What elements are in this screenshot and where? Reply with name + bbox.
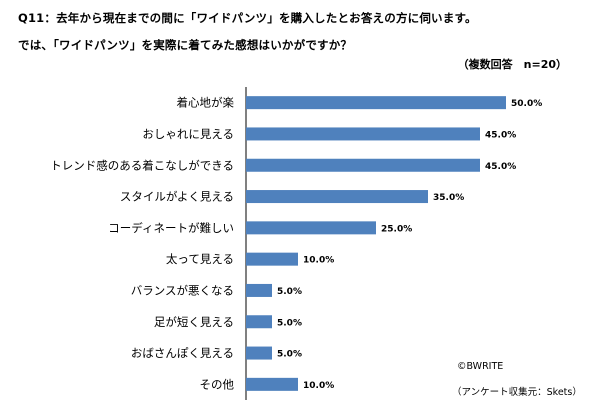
value-label: 45.0%: [485, 162, 516, 172]
category-label: 太って見える: [166, 252, 234, 266]
bar: [246, 252, 298, 266]
chart-marks: 着心地が楽 50.0% おしゃれに見える 45.0% トレンド感のある着こなしができる 4…: [50, 96, 542, 392]
bar: [246, 96, 506, 110]
bar: [246, 221, 376, 235]
category-label: バランスが悪くなる: [131, 283, 234, 297]
value-label: 35.0%: [433, 193, 464, 203]
value-label: 5.0%: [277, 287, 302, 297]
value-label: 45.0%: [485, 130, 516, 140]
bar: [246, 283, 272, 297]
value-label: 5.0%: [277, 350, 302, 360]
category-label: おばさんぽく見える: [131, 346, 234, 360]
value-label: 10.0%: [303, 256, 334, 266]
copyright-text: ©BWRITE: [457, 361, 504, 372]
question-line-2: では、「ワイドパンツ」を実際に着てみた感想はいかがですか？: [18, 38, 353, 52]
value-label: 5.0%: [277, 318, 302, 328]
category-label: 着心地が楽: [177, 96, 235, 110]
question-line-1: Q11：去年から現在までの間に「ワイドパンツ」を購入したとお答えの方に伺います。: [18, 11, 477, 25]
sample-note: （複数回答 n=20）: [457, 58, 567, 71]
value-label: 25.0%: [381, 224, 412, 234]
category-label: トレンド感のある着こなしができる: [50, 158, 234, 172]
bar: [246, 346, 272, 360]
bar: [246, 190, 428, 204]
bar: [246, 315, 272, 329]
category-label: その他: [200, 377, 235, 391]
value-label: 50.0%: [511, 99, 542, 109]
bar: [246, 158, 480, 172]
category-label: スタイルがよく見える: [120, 190, 234, 204]
category-label: おしゃれに見える: [142, 127, 234, 141]
category-label: コーディネートが難しい: [108, 221, 234, 235]
category-label: 足が短く見える: [154, 315, 234, 329]
source-text: （アンケート収集元：Skets）: [452, 387, 582, 398]
bar: [246, 127, 480, 141]
bar: [246, 377, 298, 391]
value-label: 10.0%: [303, 381, 334, 391]
